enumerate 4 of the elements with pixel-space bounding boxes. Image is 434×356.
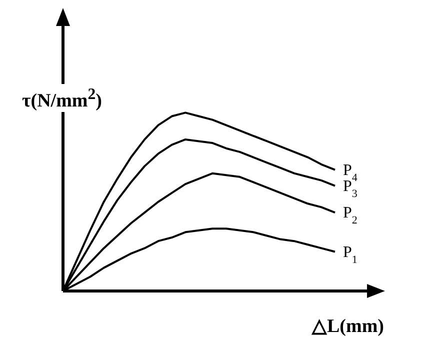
series-label: P$_{1}$ bbox=[343, 244, 358, 266]
x-axis-title: △L(mm) bbox=[312, 315, 384, 338]
y-axis-title: τ(N/mm$^{2}$) bbox=[22, 84, 102, 112]
series-label: P$_{2}$ bbox=[343, 204, 358, 227]
